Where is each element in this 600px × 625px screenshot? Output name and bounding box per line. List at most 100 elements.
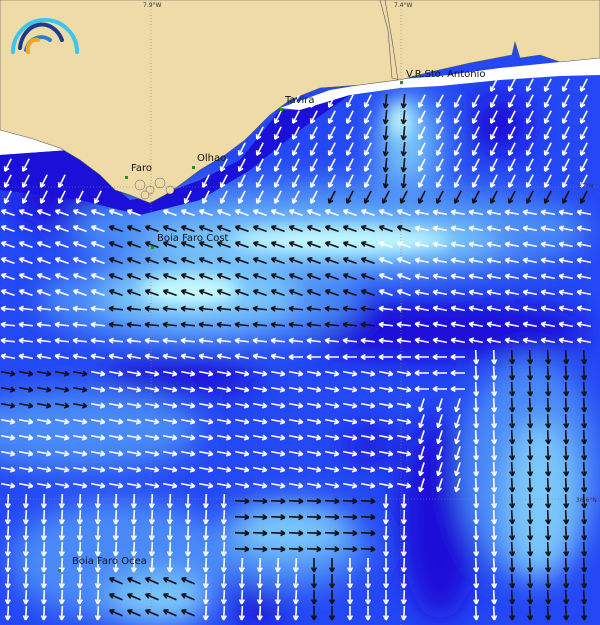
current-arrow [581,461,588,477]
current-arrow [558,305,574,312]
tavira-marker[interactable] [280,108,283,111]
current-arrow [473,573,480,589]
current-arrow [162,482,178,489]
current-arrow [36,305,52,312]
current-arrow [72,434,88,441]
current-arrow [509,557,516,573]
current-arrow [435,110,444,124]
current-arrow [216,402,232,409]
current-arrow [324,402,340,409]
current-arrow [509,541,516,557]
current-arrow [450,225,466,232]
current-arrow [360,482,376,489]
current-arrow [306,386,322,393]
current-arrow [270,225,285,233]
current-arrow [54,482,70,489]
current-arrow [471,142,480,156]
current-arrow [72,402,88,409]
current-arrow [400,173,407,189]
land [0,0,600,204]
current-arrow [491,605,498,621]
current-arrow [324,418,340,425]
current-arrow [545,525,552,541]
current-arrow [581,365,588,381]
current-arrow [94,573,101,589]
current-arrow [306,305,322,312]
current-arrow [473,445,480,461]
current-arrow [0,466,16,473]
current-arrow [342,305,358,312]
current-arrow [108,402,124,409]
current-arrow [90,305,106,312]
current-arrow [545,573,552,589]
vrsa-marker[interactable] [400,81,403,84]
current-arrow [252,450,268,457]
current-arrow [270,273,285,281]
current-arrow [324,482,340,489]
current-arrow [306,514,322,521]
current-arrow [216,418,232,425]
current-arrow [234,418,250,425]
faro-marker[interactable] [125,176,128,179]
current-arrow [22,525,29,541]
current-arrow [54,209,69,217]
current-arrow [400,125,407,141]
current-arrow [450,321,466,328]
current-arrow [527,525,534,541]
buoy-coast-marker[interactable] [151,246,154,249]
current-arrow [581,349,588,365]
olhao-marker[interactable] [192,166,195,169]
current-arrow [563,557,570,573]
current-arrow [504,321,520,328]
current-arrow [527,429,534,445]
current-arrow [36,402,52,409]
buoy-ocean-marker[interactable] [58,569,61,572]
current-arrow [216,450,232,457]
current-arrow [360,305,376,312]
current-arrow [72,386,88,393]
current-arrow [432,225,448,232]
current-arrow [288,321,304,328]
current-arrow [184,525,191,541]
current-arrow [360,546,376,553]
current-arrow [54,225,69,233]
current-arrow [112,509,119,525]
current-arrow [504,273,520,280]
current-arrow [507,110,516,124]
current-arrow [180,370,196,377]
current-arrow [22,509,29,525]
current-arrow [216,353,232,360]
current-arrow [148,541,155,557]
current-arrow [126,576,141,585]
current-arrow [561,190,570,204]
current-arrow [58,589,65,605]
current-arrow [324,386,340,393]
current-arrow [180,450,196,457]
current-arrow [216,209,231,217]
current-arrow [360,386,376,393]
current-arrow [491,365,498,381]
current-arrow [414,337,430,344]
current-arrow [18,241,33,249]
current-arrow [18,386,34,393]
current-arrow [57,190,66,204]
current-arrow [473,381,480,397]
current-arrow [435,94,444,108]
current-arrow [468,305,484,312]
current-arrow [360,257,375,265]
current-arrow [234,450,250,457]
current-arrow [36,386,52,393]
current-arrow [545,557,552,573]
current-arrow [72,305,88,312]
current-arrow [126,225,141,233]
current-arrow [473,365,480,381]
current-arrow [112,541,119,557]
current-arrow [563,349,570,365]
current-arrow [418,446,425,461]
current-arrow [309,174,318,188]
current-arrow [252,305,268,312]
current-arrow [581,589,588,605]
current-arrow [328,606,336,621]
current-arrow [306,289,321,297]
